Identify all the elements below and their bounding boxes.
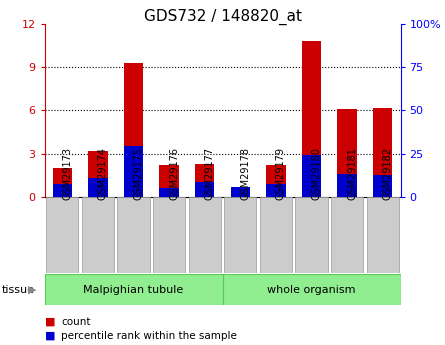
Bar <box>337 109 357 197</box>
Bar <box>195 164 214 197</box>
Bar <box>295 197 328 273</box>
Text: GSM29179: GSM29179 <box>276 147 286 200</box>
Text: ▶: ▶ <box>28 285 36 295</box>
Text: count: count <box>61 317 91 326</box>
Text: tissue: tissue <box>2 285 35 295</box>
Text: GDS732 / 148820_at: GDS732 / 148820_at <box>143 9 302 25</box>
Bar <box>44 274 222 305</box>
Text: whole organism: whole organism <box>267 285 356 295</box>
Bar <box>153 197 185 273</box>
Bar <box>266 184 286 197</box>
Bar <box>124 63 143 197</box>
Bar <box>231 187 250 197</box>
Bar <box>159 188 179 197</box>
Bar <box>88 151 108 197</box>
Text: ■: ■ <box>44 331 55 341</box>
Bar <box>373 175 392 197</box>
Bar <box>53 184 72 197</box>
Bar <box>124 146 143 197</box>
Bar <box>337 174 357 197</box>
Bar <box>189 197 221 273</box>
Bar <box>159 165 179 197</box>
Text: GSM29182: GSM29182 <box>383 147 392 200</box>
Bar <box>260 197 292 273</box>
Bar <box>331 197 363 273</box>
Text: ■: ■ <box>44 317 55 326</box>
Bar <box>117 197 150 273</box>
Text: Malpighian tubule: Malpighian tubule <box>83 285 184 295</box>
Text: GSM29177: GSM29177 <box>205 147 214 200</box>
Text: GSM29174: GSM29174 <box>98 147 108 200</box>
Text: GSM29181: GSM29181 <box>347 148 357 200</box>
Bar <box>88 178 108 197</box>
Bar <box>373 108 392 197</box>
Bar <box>266 165 286 197</box>
Bar <box>82 197 114 273</box>
Text: percentile rank within the sample: percentile rank within the sample <box>61 331 237 341</box>
Text: GSM29175: GSM29175 <box>134 147 143 200</box>
Bar <box>53 168 72 197</box>
Text: GSM29173: GSM29173 <box>62 147 72 200</box>
Bar <box>222 274 400 305</box>
Text: GSM29180: GSM29180 <box>312 148 321 200</box>
Bar <box>231 187 250 197</box>
Bar <box>367 197 399 273</box>
Text: GSM29178: GSM29178 <box>240 147 250 200</box>
Bar <box>195 182 214 197</box>
Bar <box>302 41 321 197</box>
Text: GSM29176: GSM29176 <box>169 147 179 200</box>
Bar <box>302 155 321 197</box>
Bar <box>224 197 256 273</box>
Bar <box>46 197 78 273</box>
